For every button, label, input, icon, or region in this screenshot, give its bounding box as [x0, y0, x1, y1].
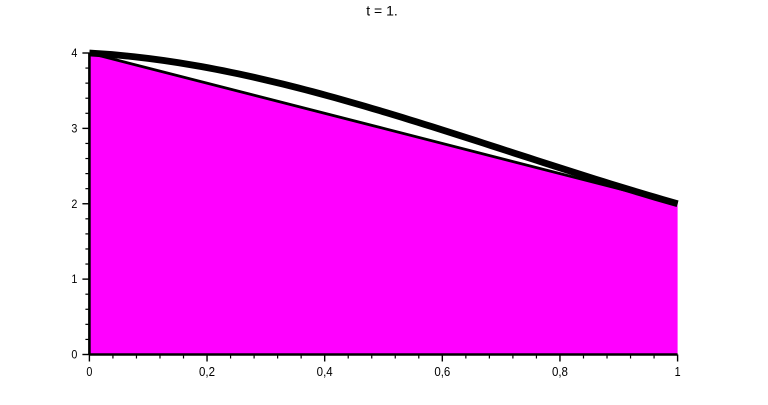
svg-text:0,4: 0,4	[317, 364, 333, 379]
svg-text:0: 0	[86, 364, 92, 379]
svg-text:2: 2	[71, 197, 77, 211]
svg-text:0,8: 0,8	[552, 364, 568, 379]
svg-text:4: 4	[71, 46, 77, 60]
svg-text:0: 0	[71, 348, 77, 362]
svg-text:3: 3	[71, 121, 77, 135]
svg-text:0,2: 0,2	[199, 364, 215, 379]
svg-text:t = 1.: t = 1.	[366, 3, 398, 19]
svg-text:1: 1	[675, 364, 681, 379]
svg-text:0,6: 0,6	[434, 364, 450, 379]
svg-text:1: 1	[71, 272, 77, 286]
